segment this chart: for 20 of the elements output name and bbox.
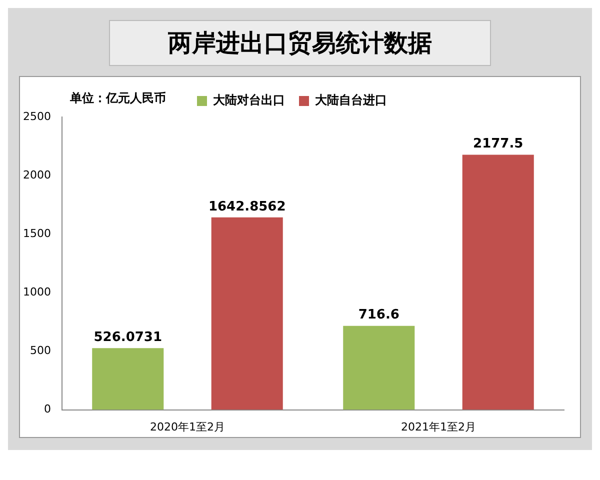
x-tick-label: 2020年1至2月 [150, 420, 225, 434]
data-label: 1642.8562 [208, 199, 286, 214]
y-tick-label: 2500 [22, 110, 51, 123]
legend-label: 大陆对台出口 [213, 93, 285, 108]
y-tick-label: 1000 [22, 286, 51, 299]
bar [462, 154, 534, 410]
y-tick-label: 1500 [22, 226, 51, 240]
data-label: 526.0731 [94, 330, 162, 346]
data-label: 716.6 [358, 308, 400, 323]
bar [211, 217, 283, 410]
chart-title: 两岸进出口贸易统计数据 [109, 20, 491, 66]
data-label: 2177.5 [473, 136, 524, 152]
y-tick-label: 2000 [22, 168, 51, 182]
legend-label: 大陆自台进口 [315, 93, 387, 108]
text: 单位：亿元人民币 [68, 91, 166, 106]
bar [343, 326, 415, 410]
y-tick-label: 0 [44, 402, 51, 416]
x-tick-label: 2021年1至2月 [401, 420, 476, 434]
bar [92, 348, 164, 410]
y-tick-label: 500 [30, 344, 51, 358]
